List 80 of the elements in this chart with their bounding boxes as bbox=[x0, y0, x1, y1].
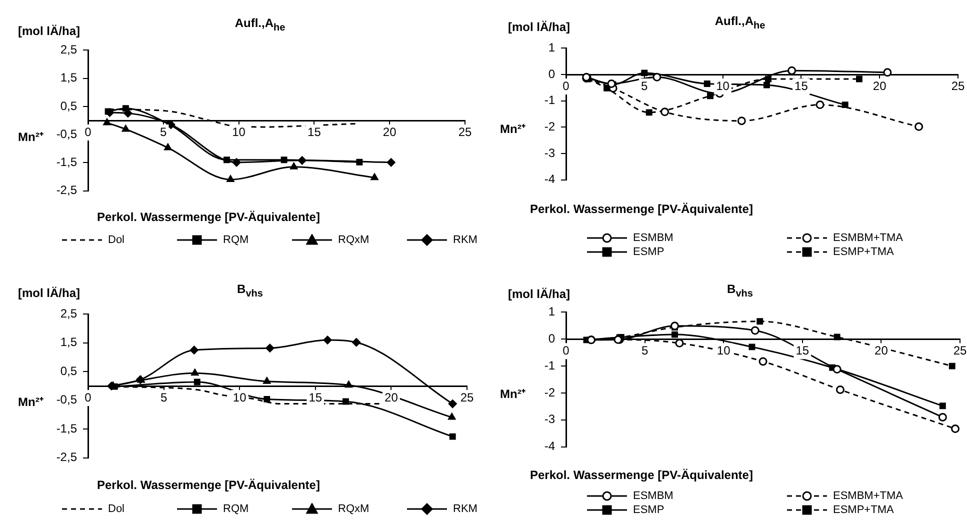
x-tick-label: 25 bbox=[460, 390, 474, 404]
legend-label: ESMP bbox=[633, 504, 664, 516]
x-tick-label: 5 bbox=[160, 124, 168, 139]
legend-label: RQxM bbox=[338, 234, 370, 246]
y-tick-label: -1,5 bbox=[56, 154, 78, 169]
y-tick-label: -1,5 bbox=[56, 421, 78, 436]
x-axis-title: Perkol. Wassermenge [PV-Äquivalente] bbox=[530, 468, 753, 482]
y-tick-label: 0,5 bbox=[60, 364, 78, 378]
x-tick-label: 25 bbox=[953, 343, 967, 358]
x-tick-label: 20 bbox=[382, 124, 397, 139]
y-axis-title: [mol lÄ/ha] bbox=[508, 20, 570, 34]
chart-title: B$_{vhs}$ bbox=[237, 282, 263, 300]
legend-label: RQM bbox=[223, 503, 249, 515]
y-axis-title: [mol lÄ/ha] bbox=[18, 24, 80, 38]
x-tick-label: 10 bbox=[716, 78, 730, 93]
x-tick-label: 0 bbox=[562, 78, 570, 93]
y-tick-label: 0 bbox=[548, 331, 556, 346]
y-tick-label: -1 bbox=[544, 358, 556, 372]
x-tick-label: 25 bbox=[951, 78, 965, 93]
y-tick-label: -0,5 bbox=[56, 392, 78, 407]
x-tick-label: 10 bbox=[716, 343, 731, 358]
y-tick-label: -0,5 bbox=[56, 126, 78, 141]
y-tick-label: -2 bbox=[544, 119, 556, 134]
text: Mn²⁺ bbox=[500, 386, 526, 402]
y-tick-label: 1 bbox=[548, 40, 556, 55]
x-axis-title: Perkol. Wassermenge [PV-Äquivalente] bbox=[530, 202, 753, 216]
y-tick-label: 1,5 bbox=[60, 335, 78, 350]
x-axis-title: Perkol. Wassermenge [PV-Äquivalente] bbox=[97, 478, 320, 492]
legend-label: Dol bbox=[108, 234, 125, 246]
chart-title: Aufl.,A$_{he}$ bbox=[714, 14, 766, 32]
x-tick-label: 5 bbox=[641, 343, 648, 358]
legend-label: RQM bbox=[223, 234, 249, 246]
x-tick-label: 10 bbox=[232, 124, 246, 139]
x-tick-label: 15 bbox=[308, 124, 322, 139]
legend-label: ESMP+TMA bbox=[833, 504, 894, 516]
legend-label: ESMBM+TMA bbox=[833, 232, 903, 244]
y-tick-label: -2,5 bbox=[56, 183, 78, 198]
text: Mn²⁺ bbox=[18, 129, 44, 145]
legend-label: ESMBM bbox=[633, 232, 674, 244]
legend-label: RKM bbox=[453, 503, 478, 515]
legend-label: RQxM bbox=[338, 503, 370, 515]
x-axis-title: Perkol. Wassermenge [PV-Äquivalente] bbox=[97, 210, 320, 224]
y-tick-label: 0,5 bbox=[60, 98, 78, 113]
y-tick-label: -3 bbox=[544, 146, 556, 160]
chart-title: B$_{vhs}$ bbox=[727, 282, 753, 300]
x-tick-label: 5 bbox=[641, 78, 648, 93]
y-tick-label: -1 bbox=[544, 93, 556, 108]
x-tick-label: 0 bbox=[84, 124, 92, 139]
x-tick-label: 15 bbox=[308, 390, 322, 404]
x-tick-label: 20 bbox=[384, 390, 398, 404]
legend-label: Dol bbox=[108, 503, 125, 515]
y-tick-label: 1 bbox=[548, 304, 556, 319]
y-axis-title: [mol lÄ/ha] bbox=[508, 287, 570, 301]
x-tick-label: 0 bbox=[84, 390, 92, 404]
x-tick-label: 5 bbox=[160, 390, 168, 404]
chart-title: Aufl.,A$_{he}$ bbox=[234, 16, 286, 34]
y-tick-label: 2,5 bbox=[60, 306, 78, 321]
text: Mn²⁺ bbox=[500, 121, 526, 137]
x-tick-label: 0 bbox=[562, 343, 570, 358]
legend-label: ESMBM bbox=[633, 490, 674, 502]
x-tick-label: 20 bbox=[872, 78, 887, 93]
y-tick-label: -4 bbox=[544, 439, 556, 454]
x-tick-label: 25 bbox=[458, 124, 472, 139]
legend-label: RKM bbox=[453, 234, 478, 246]
y-axis-title: [mol lÄ/ha] bbox=[18, 286, 80, 300]
x-tick-label: 10 bbox=[232, 390, 247, 404]
x-tick-label: 15 bbox=[794, 78, 808, 93]
y-tick-label: -4 bbox=[544, 172, 556, 186]
y-tick-label: -3 bbox=[544, 412, 556, 426]
y-tick-label: 0 bbox=[548, 66, 556, 81]
text: Mn²⁺ bbox=[18, 394, 44, 410]
x-tick-label: 20 bbox=[874, 343, 888, 358]
legend-label: ESMP bbox=[633, 246, 664, 258]
legend-label: ESMP+TMA bbox=[833, 246, 894, 258]
y-tick-label: -2 bbox=[544, 385, 556, 400]
y-tick-label: 2,5 bbox=[60, 42, 78, 57]
x-tick-label: 15 bbox=[796, 343, 810, 358]
y-tick-label: 1,5 bbox=[60, 70, 78, 85]
y-tick-label: -2,5 bbox=[56, 450, 78, 464]
legend-label: ESMBM+TMA bbox=[833, 490, 903, 502]
